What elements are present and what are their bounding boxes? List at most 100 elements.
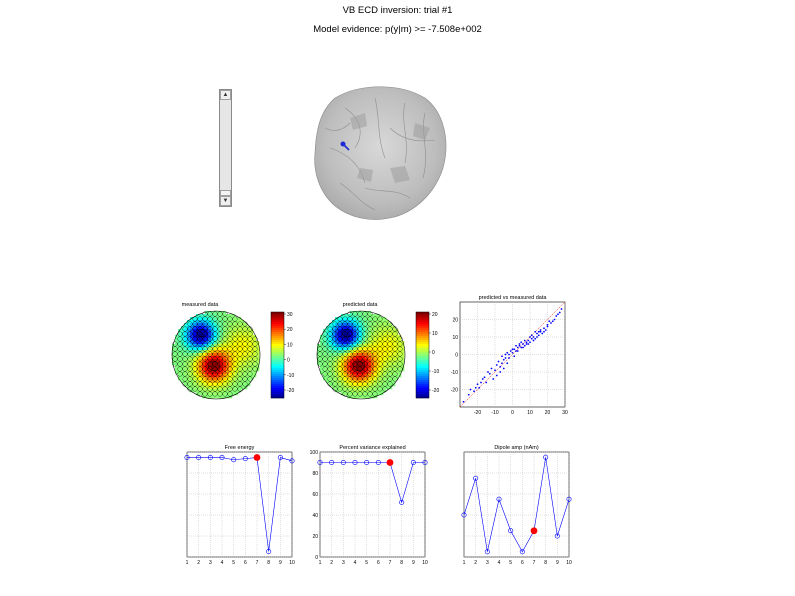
scatter-point bbox=[558, 311, 561, 314]
series-point bbox=[410, 459, 416, 465]
scatter-point bbox=[499, 365, 502, 368]
series-point bbox=[461, 512, 467, 518]
scatter-point bbox=[481, 378, 484, 380]
scatter-point bbox=[502, 367, 505, 370]
x-tick-label: 7 bbox=[389, 560, 392, 566]
scatter-point bbox=[537, 334, 540, 337]
colorbar-tick-label: 30 bbox=[287, 312, 293, 318]
x-tick-label: 3 bbox=[342, 560, 345, 566]
x-tick-label: 3 bbox=[486, 560, 489, 566]
model-evidence-text: Model evidence: p(y|m) >= -7.508e+002 bbox=[313, 24, 482, 35]
scatter-point bbox=[527, 343, 530, 345]
scatter-point bbox=[539, 329, 542, 331]
x-tick-label: 9 bbox=[279, 560, 282, 566]
scatter-point bbox=[555, 315, 558, 317]
x-tick-label: 9 bbox=[556, 560, 559, 566]
scatter-point bbox=[546, 323, 549, 326]
scatter-point bbox=[499, 371, 502, 373]
colorbar-tick-label: 10 bbox=[432, 331, 438, 337]
scatter-point bbox=[495, 374, 498, 377]
x-tick-label: 10 bbox=[422, 560, 428, 566]
scatter-point bbox=[518, 344, 521, 347]
series-point bbox=[317, 459, 323, 465]
x-tick-label: 7 bbox=[256, 560, 259, 566]
y-tick-label: 20 bbox=[452, 318, 458, 324]
scatter-point bbox=[546, 325, 549, 328]
scatter-point bbox=[506, 351, 509, 354]
scatter-point bbox=[534, 330, 537, 333]
selected-point bbox=[386, 459, 394, 466]
series-point bbox=[231, 457, 237, 463]
scatter-point bbox=[539, 330, 542, 333]
scroll-down-icon[interactable]: ▼ bbox=[220, 196, 231, 206]
x-tick-label: 6 bbox=[377, 560, 380, 566]
series-point bbox=[277, 455, 283, 461]
scatter-point bbox=[527, 339, 530, 342]
scatter-point bbox=[506, 362, 509, 365]
scatter-point bbox=[560, 308, 563, 310]
scatter-point bbox=[497, 360, 500, 363]
series-point bbox=[508, 528, 514, 534]
series-point bbox=[422, 459, 428, 465]
x-tick-label: -10 bbox=[491, 410, 498, 416]
scatter-point bbox=[529, 341, 531, 344]
topo-measured-title: measured data bbox=[182, 302, 220, 308]
series-point bbox=[184, 455, 190, 461]
scatter-point bbox=[557, 313, 559, 316]
trial-scrollbar[interactable]: ▲ ▼ bbox=[219, 89, 232, 207]
scatter-point bbox=[490, 367, 493, 370]
scatter-point bbox=[518, 343, 521, 345]
series-point bbox=[484, 549, 490, 555]
x-tick-label: 4 bbox=[498, 560, 501, 566]
scatter-point bbox=[473, 390, 475, 393]
y-tick-label: 10 bbox=[452, 335, 458, 341]
x-tick-label: 5 bbox=[509, 560, 512, 566]
topo-predicted: predicted data 20 10 0 -10 -20 bbox=[313, 299, 443, 409]
scroll-thumb[interactable] bbox=[220, 190, 231, 196]
x-tick-label: 10 bbox=[566, 560, 572, 566]
selected-point bbox=[530, 527, 538, 535]
scatter-point bbox=[474, 386, 477, 389]
variance-chart: 1 2 3 4 5 6 7 8 9 10 0 20 40 60 80 100 Percent variance … bbox=[308, 437, 433, 572]
scatter-point bbox=[487, 371, 489, 373]
x-tick-label: 7 bbox=[533, 560, 536, 566]
scatter-point bbox=[467, 393, 470, 396]
scatter-point bbox=[492, 378, 495, 380]
scroll-up-icon[interactable]: ▲ bbox=[220, 90, 231, 100]
scatter-point bbox=[529, 336, 531, 338]
scatter-point bbox=[513, 348, 516, 351]
scatter-point bbox=[516, 346, 519, 349]
y-tick-label: 20 bbox=[312, 534, 318, 540]
scatter-point bbox=[551, 320, 554, 323]
scatter-point bbox=[495, 364, 498, 366]
x-tick-label: 30 bbox=[562, 410, 568, 416]
series-point bbox=[352, 459, 358, 465]
scatter-point bbox=[502, 358, 505, 361]
scatter-point bbox=[550, 322, 552, 324]
brain-render bbox=[305, 78, 455, 228]
scatter-point bbox=[523, 339, 526, 342]
scatter-point bbox=[536, 332, 538, 335]
figure-title: VB ECD inversion: trial #1 bbox=[342, 5, 453, 16]
colorbar-tick-label: -20 bbox=[432, 388, 439, 394]
x-tick-label: 2 bbox=[474, 560, 477, 566]
colorbar-tick-label: -20 bbox=[287, 388, 294, 394]
series-point bbox=[207, 455, 213, 461]
scatter-point bbox=[488, 372, 491, 375]
colorbar-tick-label: -10 bbox=[287, 373, 294, 379]
x-tick-label: 8 bbox=[400, 560, 403, 566]
x-tick-label: 10 bbox=[527, 410, 533, 416]
scatter-chart: -20 -10 0 10 20 30 -20 -10 0 10 20 predicted vs mea… bbox=[448, 292, 578, 422]
series-point bbox=[329, 459, 335, 465]
scatter-point bbox=[494, 369, 496, 372]
scatter-point bbox=[508, 353, 510, 356]
series-point bbox=[399, 499, 405, 505]
series-line bbox=[320, 462, 425, 504]
colorbar-tick-label: 10 bbox=[287, 342, 293, 348]
scatter-point bbox=[534, 337, 537, 340]
scatter-point bbox=[543, 327, 545, 330]
scatter-point bbox=[525, 341, 528, 344]
x-tick-label: 3 bbox=[209, 560, 212, 566]
scatter-point bbox=[553, 318, 556, 321]
x-tick-label: 10 bbox=[289, 560, 295, 566]
